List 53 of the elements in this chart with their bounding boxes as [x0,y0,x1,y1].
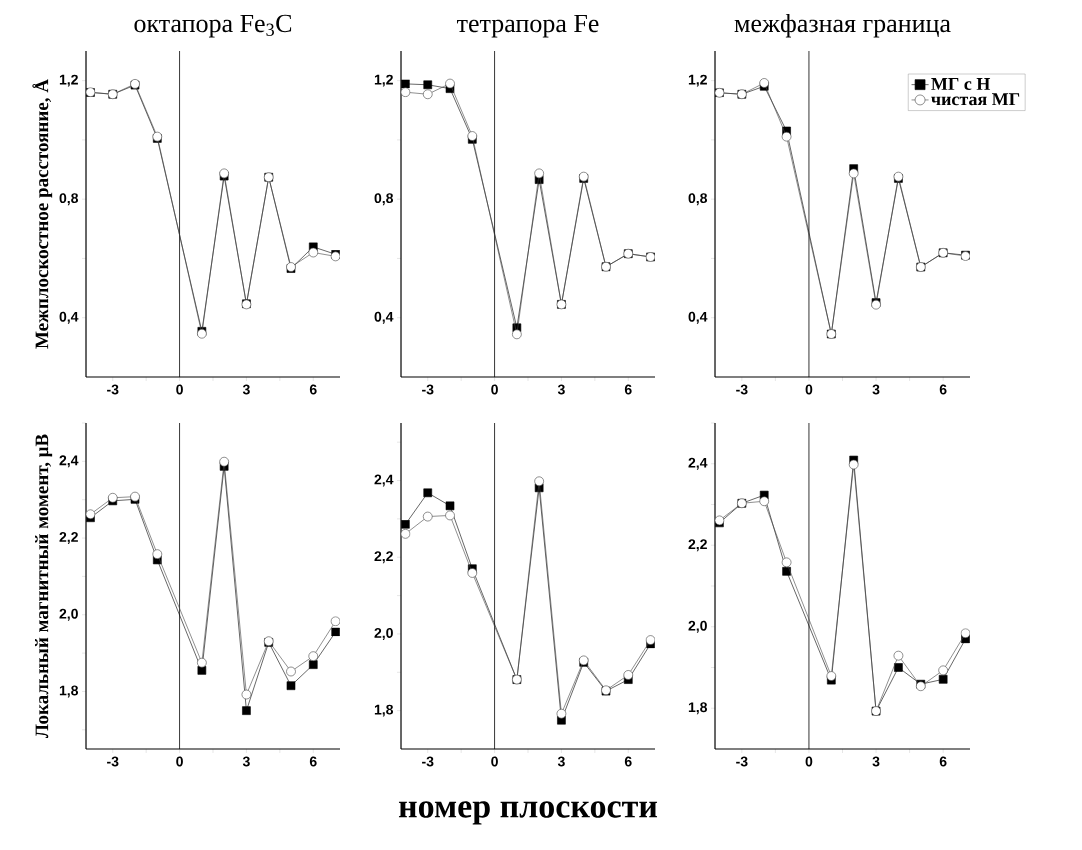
y-tick-label: 2,4 [59,455,79,468]
x-tick-label: 0 [805,384,813,395]
x-tick-label: 3 [872,384,880,395]
x-tick-label: 6 [309,384,317,395]
x-tick-label: 3 [242,756,250,767]
x-tick-label: 0 [176,384,183,395]
y-tick-label: 0,4 [59,311,79,324]
chart-title: октапора Fe$_{3}$C [134,14,292,38]
x-tick-label: 6 [624,756,632,767]
x-axis-title: номер плоскости [398,801,658,825]
y-tick-label: 2,0 [688,620,707,633]
x-tick-label: -3 [422,384,434,395]
x-tick-label: 6 [939,756,947,767]
y-tick-label: 2,2 [59,532,78,545]
y-tick-label: 1,8 [374,704,394,717]
y-tick-label: 1,2 [374,74,393,87]
x-tick-label: 6 [309,756,317,767]
legend-label: МГ с Н [931,78,991,90]
x-tick-label: 3 [557,756,565,767]
x-tick-label: 6 [939,384,947,395]
x-tick-label: 6 [624,384,632,395]
x-tick-label: -3 [422,756,434,767]
x-tick-label: -3 [107,384,119,395]
x-tick-label: -3 [736,756,748,767]
y-tick-label: 1,8 [59,685,79,698]
legend-label: чистая МГ [931,93,1020,106]
x-tick-label: -3 [736,384,748,395]
y-tick-label: 2,0 [59,608,78,621]
chart-title: тетрапора Fe [457,14,599,38]
y-tick-label: 1,8 [688,702,708,715]
y-tick-label: 2,4 [374,474,394,487]
y-tick-label: 1,2 [688,74,707,87]
y-tick-label: 2,0 [374,627,393,640]
x-tick-label: 0 [491,384,498,395]
x-tick-label: 0 [805,756,813,767]
y-axis-title: Локальный магнитный момент, μB [35,434,53,739]
x-tick-label: -3 [107,756,119,767]
x-tick-label: 3 [557,384,565,395]
y-tick-label: 0,4 [374,311,394,324]
y-axis-title: Межплоскостное расстояние, Å [32,79,53,349]
y-tick-label: 2,2 [688,539,707,552]
y-tick-label: 2,2 [374,551,393,564]
y-tick-label: 0,8 [59,193,79,206]
y-tick-label: 0,8 [688,193,708,206]
x-tick-label: 3 [242,384,250,395]
y-tick-label: 1,2 [59,74,78,87]
x-tick-label: 3 [872,756,880,767]
x-tick-label: 0 [176,756,183,767]
chart-title: межфазная граница [734,13,951,38]
y-tick-label: 0,4 [688,311,708,324]
y-tick-label: 2,4 [688,457,708,470]
y-tick-label: 0,8 [374,193,394,206]
x-tick-label: 0 [491,756,498,767]
